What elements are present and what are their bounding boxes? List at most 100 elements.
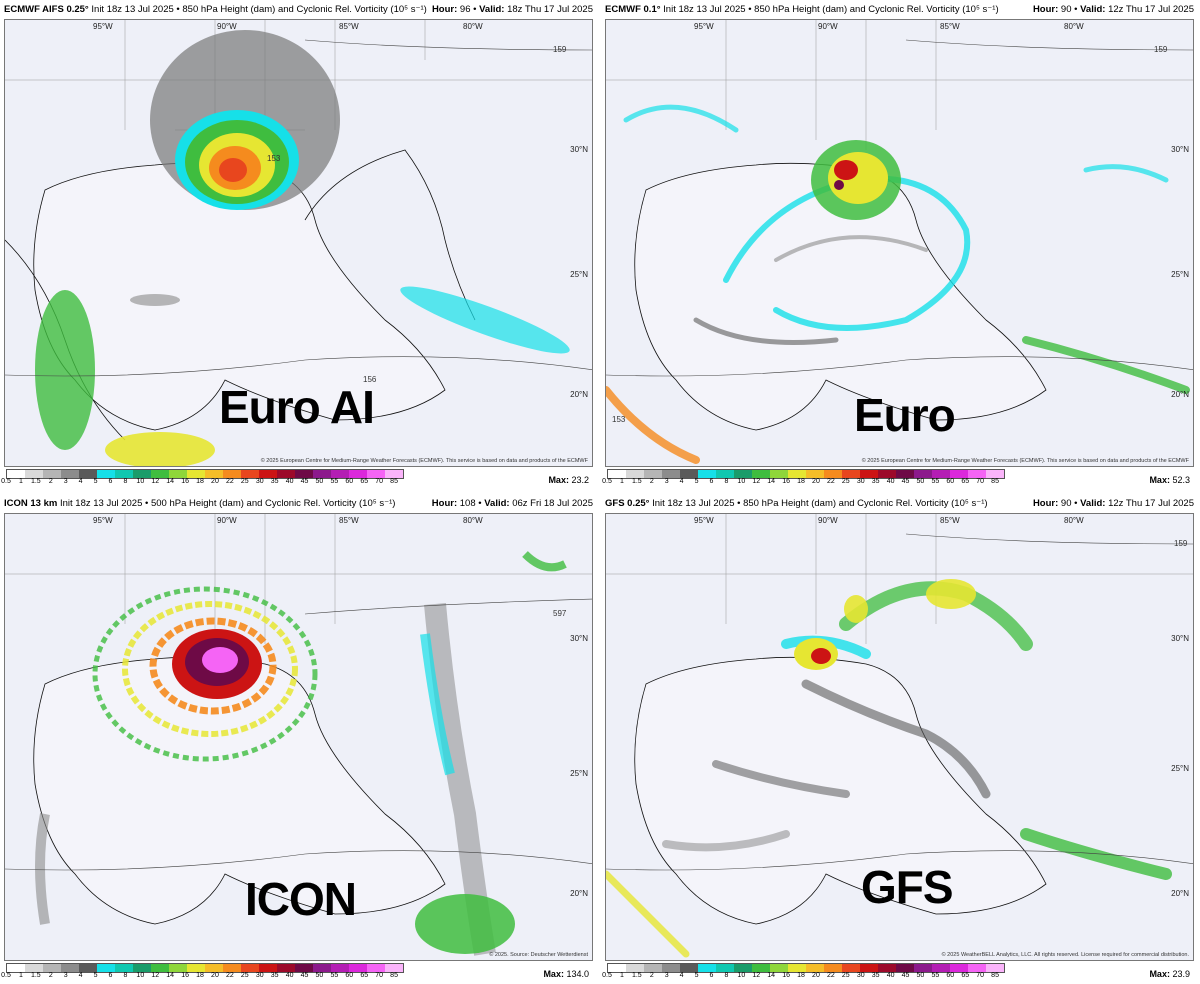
lon-label: 95°W — [93, 516, 113, 525]
colorbar-swatch — [349, 470, 367, 478]
colorbar-swatch — [788, 470, 806, 478]
colorbar-swatch — [626, 470, 644, 478]
colorbar-swatch — [914, 964, 932, 972]
lat-label: 30°N — [570, 145, 588, 154]
colorbar-tick-label: 35 — [270, 972, 279, 979]
colorbar-swatch — [914, 470, 932, 478]
colorbar-swatch — [385, 470, 403, 478]
max-value: Max: 23.2 — [548, 475, 589, 485]
colorbar-swatch — [878, 964, 896, 972]
colorbar-tick-label: 25 — [841, 972, 850, 979]
colorbar-swatch — [860, 470, 878, 478]
colorbar-legend: 0.5 1 1.5 2 3 4 5 6 8 10 12 14 16 18 20 22 25 30 35 40 45 50 5… — [1, 469, 593, 489]
colorbar-tick-label: 65 — [360, 478, 369, 485]
colorbar-swatch — [331, 964, 349, 972]
hurricane-rings — [92, 586, 318, 762]
colorbar-swatch — [824, 470, 842, 478]
colorbar-swatch — [968, 470, 986, 478]
colorbar-swatch — [259, 964, 277, 972]
colorbar-tick-label: 55 — [330, 972, 339, 979]
model-overlay-label: Euro AI — [219, 381, 375, 433]
lon-label: 80°W — [1064, 22, 1084, 31]
lon-label: 85°W — [339, 22, 359, 31]
lon-label: 80°W — [463, 516, 483, 525]
colorbar-swatch — [734, 470, 752, 478]
colorbar-swatch — [932, 964, 950, 972]
colorbar-tick-label: 65 — [360, 972, 369, 979]
model-overlay-label: ICON — [245, 873, 357, 925]
colorbar-tick-label: 70 — [375, 972, 384, 979]
colorbar-tick-label: 60 — [345, 972, 354, 979]
lon-label: 95°W — [694, 22, 714, 31]
colorbar-tick-label: 5 — [694, 478, 699, 485]
colorbar-swatch — [223, 964, 241, 972]
colorbar-tick-label: 2 — [48, 478, 53, 485]
colorbar-tick-label: 25 — [841, 478, 850, 485]
colorbar-tick-label: 10 — [737, 478, 746, 485]
colorbar-swatch — [295, 470, 313, 478]
colorbar-legend: 0.5 1 1.5 2 3 4 5 6 8 10 12 14 16 18 20 22 25 30 35 40 45 50 5… — [602, 469, 1194, 489]
colorbar — [607, 963, 1005, 973]
colorbar-tick-label: 45 — [901, 478, 910, 485]
lat-label: 20°N — [1171, 889, 1189, 898]
colorbar-tick-label: 12 — [752, 972, 761, 979]
weather-map[interactable]: 95°W 90°W 85°W 80°W 30°N 25°N 20°N 159 1… — [4, 19, 593, 467]
colorbar-tick-label: 40 — [886, 972, 895, 979]
model-name: ECMWF 0.1° — [605, 4, 661, 15]
valid-time: Hour: 90 • Valid: 12z Thu 17 Jul 2025 — [1032, 4, 1194, 15]
colorbar-tick-label: 12 — [151, 972, 160, 979]
colorbar-swatch — [151, 470, 169, 478]
colorbar-tick-label: 1 — [18, 478, 23, 485]
colorbar-tick-label: 60 — [946, 478, 955, 485]
colorbar-tick-label: 5 — [694, 972, 699, 979]
colorbar-swatch — [151, 964, 169, 972]
panel-header: ICON 13 km Init 18z 13 Jul 2025 • 500 hP… — [4, 497, 593, 511]
colorbar-tick-label: 8 — [724, 972, 729, 979]
colorbar-swatch — [133, 470, 151, 478]
colorbar-tick-label: 3 — [63, 478, 68, 485]
colorbar-swatch — [644, 964, 662, 972]
colorbar-swatch — [313, 964, 331, 972]
colorbar-swatch — [680, 470, 698, 478]
colorbar-tick-label: 1.5 — [30, 972, 41, 979]
colorbar-swatch — [349, 964, 367, 972]
lon-label: 90°W — [217, 22, 237, 31]
colorbar-swatch — [698, 964, 716, 972]
lat-label: 25°N — [570, 270, 588, 279]
colorbar-swatch — [950, 470, 968, 478]
colorbar-swatch — [806, 470, 824, 478]
colorbar-swatch — [986, 470, 1004, 478]
colorbar-tick-label: 70 — [976, 972, 985, 979]
weather-map[interactable]: 95°W 90°W 85°W 80°W 30°N 25°N 20°N 159 1… — [605, 19, 1194, 467]
colorbar-tick-label: 8 — [123, 972, 128, 979]
colorbar — [607, 469, 1005, 479]
colorbar-tick-label: 55 — [931, 478, 940, 485]
colorbar-tick-label: 1 — [619, 478, 624, 485]
weather-map[interactable]: 95°W 90°W 85°W 80°W 30°N 25°N 20°N 597 I… — [4, 513, 593, 961]
lat-label: 25°N — [570, 769, 588, 778]
colorbar-swatch — [187, 964, 205, 972]
init-description: Init 18z 13 Jul 2025 • 850 hPa Height (d… — [91, 4, 427, 15]
colorbar-tick-label: 40 — [285, 478, 294, 485]
colorbar-tick-label: 35 — [270, 478, 279, 485]
colorbar-swatch — [43, 470, 61, 478]
colorbar-tick-label: 1.5 — [631, 478, 642, 485]
colorbar-tick-label: 8 — [724, 478, 729, 485]
colorbar-tick-label: 30 — [255, 478, 264, 485]
model-overlay-label: GFS — [861, 861, 954, 913]
lon-label: 95°W — [93, 22, 113, 31]
colorbar-swatch — [313, 470, 331, 478]
colorbar-tick-label: 50 — [916, 972, 925, 979]
colorbar-tick-label: 10 — [136, 972, 145, 979]
colorbar-tick-label: 85 — [390, 972, 398, 979]
colorbar-swatch — [223, 470, 241, 478]
colorbar-swatch — [277, 964, 295, 972]
colorbar-swatch — [25, 470, 43, 478]
model-name: ICON 13 km — [4, 498, 58, 509]
colorbar-tick-label: 40 — [285, 972, 294, 979]
colorbar-tick-label: 22 — [826, 478, 835, 485]
colorbar-swatch — [295, 964, 313, 972]
colorbar-tick-label: 20 — [211, 972, 219, 979]
colorbar-tick-label: 0.5 — [602, 972, 612, 979]
weather-map[interactable]: 95°W 90°W 85°W 80°W 30°N 25°N 20°N 159 G… — [605, 513, 1194, 961]
